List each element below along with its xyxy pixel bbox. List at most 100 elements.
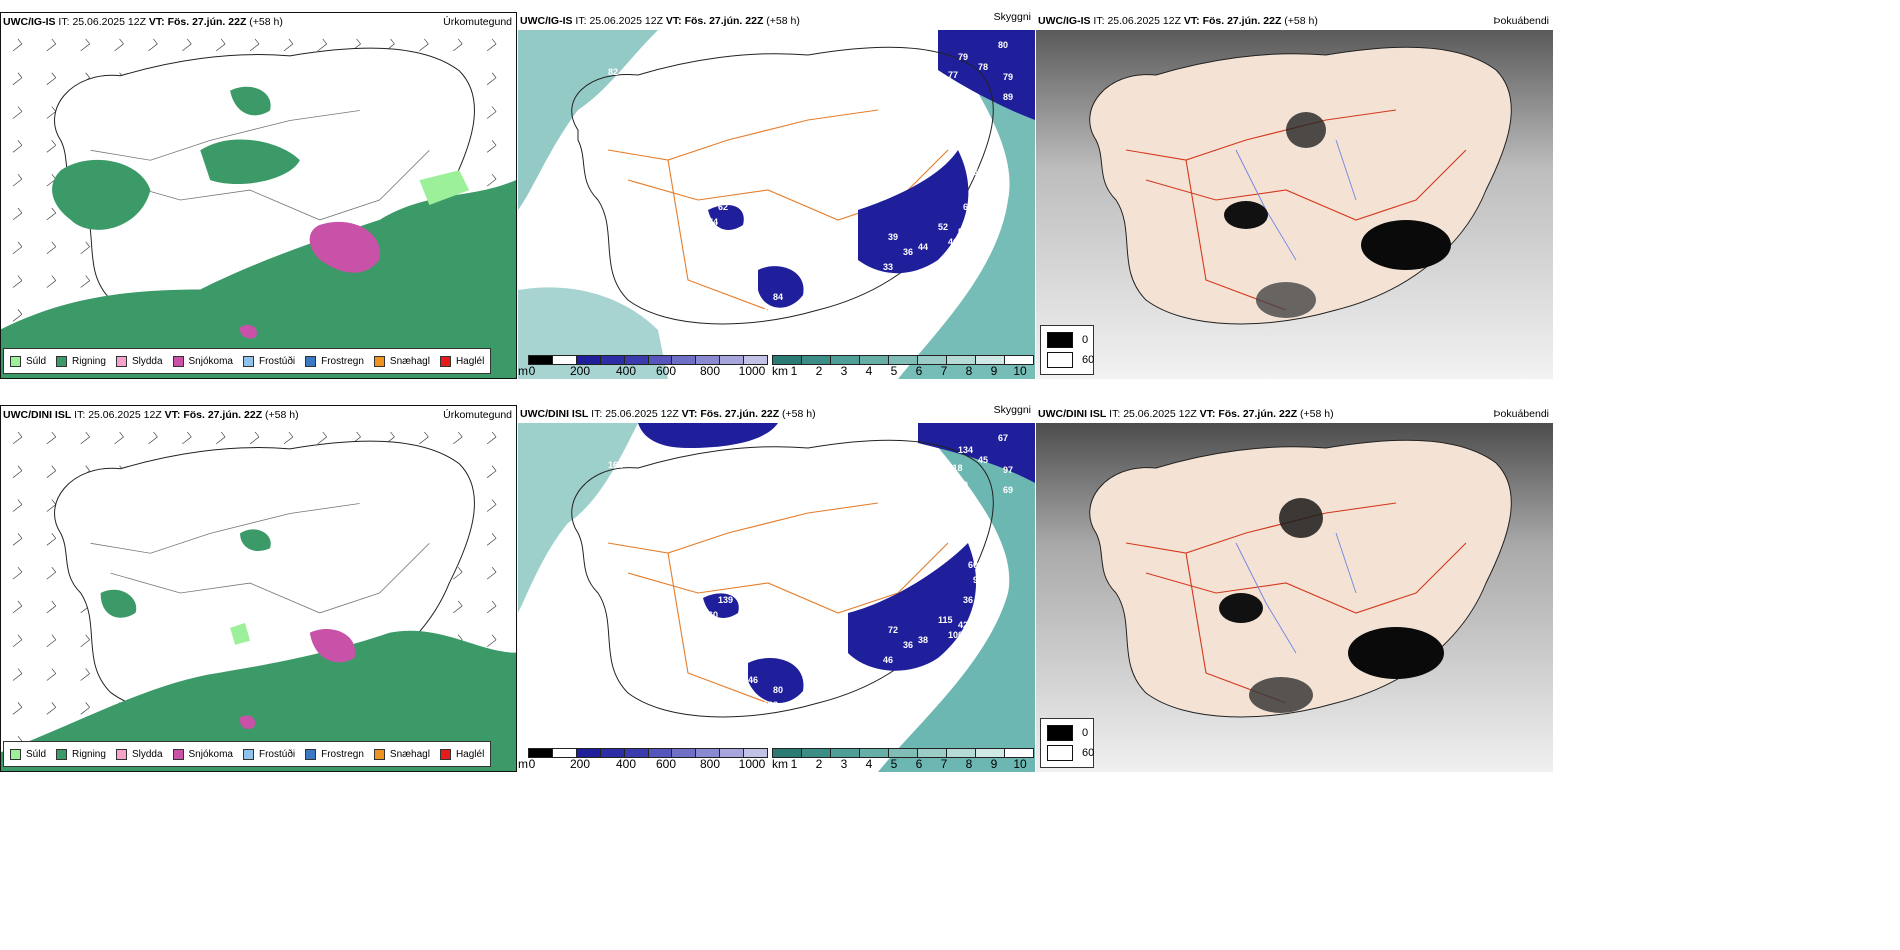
wind-barb bbox=[486, 600, 497, 614]
legend-swatch bbox=[373, 355, 385, 367]
visibility-field-east bbox=[878, 423, 1035, 772]
fog-index-legend: 0 60 bbox=[1040, 718, 1094, 768]
colorbar-unit: km bbox=[772, 364, 788, 378]
cloud-base-label: 80 bbox=[773, 685, 783, 695]
vt-label: VT: Fös. 27.jún. 22Z bbox=[665, 15, 764, 27]
wind-barb bbox=[46, 465, 57, 478]
legend-item: Súld bbox=[10, 355, 46, 367]
vt-label: VT: Fös. 27.jún. 22Z bbox=[1199, 408, 1298, 420]
cloud-base-label: 134 bbox=[958, 445, 973, 455]
cloud-base-label: 80 bbox=[998, 40, 1008, 50]
wind-barb bbox=[12, 499, 23, 512]
wind-barb bbox=[46, 38, 57, 52]
it-label: IT: bbox=[58, 16, 70, 28]
wind-barb bbox=[12, 566, 23, 580]
wind-barb bbox=[453, 431, 463, 445]
fog-zone-south bbox=[1249, 677, 1313, 713]
colorbar-tick: 10 bbox=[1013, 757, 1027, 771]
wind-barb bbox=[12, 140, 23, 153]
wind-barb bbox=[283, 431, 294, 445]
visibility-swatches bbox=[772, 748, 1034, 758]
legend-swatch bbox=[373, 748, 385, 760]
cloud-base-label: 60 bbox=[763, 307, 773, 317]
it-value: 25.06.2025 12Z bbox=[88, 409, 162, 421]
cloud-base-label: 38 bbox=[918, 635, 928, 645]
wind-barb bbox=[46, 106, 57, 119]
wind-barb bbox=[12, 600, 23, 614]
rain-area-central bbox=[240, 529, 271, 551]
precip-map-svg bbox=[1, 31, 516, 378]
wind-barb bbox=[317, 431, 328, 445]
it-label: IT: bbox=[74, 409, 86, 421]
legend-label: Snæhagl bbox=[389, 355, 430, 367]
colorbar-tick: 1000 bbox=[738, 364, 766, 378]
cloud-base-label: 62 bbox=[693, 227, 703, 237]
fog-index-legend: 0 60 bbox=[1040, 325, 1094, 375]
wind-barb bbox=[80, 668, 90, 681]
cloud-base-label: 52 bbox=[938, 222, 948, 232]
wind-barb bbox=[46, 668, 57, 681]
panel-header: UWC/IG-IS IT: 25.06.2025 12Z VT: Fös. 27… bbox=[518, 12, 1035, 30]
road-lines bbox=[90, 503, 430, 614]
colorbar-tick: 0 bbox=[528, 757, 536, 771]
model-name: UWC/IG-IS bbox=[1038, 15, 1091, 27]
wind-barb bbox=[80, 38, 90, 52]
cloud-base-label: 36 bbox=[963, 595, 973, 605]
visibility-map: 108 107 99 79 80 78 77 79 75 89 82 85 62 74 62 28 39 36 44… bbox=[518, 30, 1035, 379]
product-title: Úrkomutegund bbox=[443, 409, 512, 421]
panel-fog-index-row2: UWC/DINI ISL IT: 25.06.2025 12Z VT: Fös.… bbox=[1036, 405, 1553, 772]
wind-barb bbox=[12, 702, 23, 715]
legend-label: Frostúði bbox=[258, 355, 296, 367]
legend-swatch bbox=[1047, 352, 1073, 368]
model-name: UWC/DINI ISL bbox=[520, 408, 589, 420]
fog-map-svg bbox=[1036, 30, 1553, 379]
low-cloud-east bbox=[848, 543, 977, 671]
legend-swatch bbox=[439, 355, 451, 367]
low-cloud-ne bbox=[918, 423, 1035, 483]
cloud-base-label: 28 bbox=[778, 207, 788, 217]
wind-barb bbox=[80, 634, 90, 647]
wind-barb bbox=[12, 173, 23, 187]
legend-label: Slydda bbox=[131, 355, 163, 367]
wind-barb bbox=[46, 702, 57, 715]
drizzle-area bbox=[230, 622, 251, 645]
cloud-base-label: 36 bbox=[903, 247, 913, 257]
cloud-base-label: 36 bbox=[903, 640, 913, 650]
colorbar-ticks: 1 2 3 4 5 6 7 8 9 10 bbox=[772, 364, 1034, 378]
colorbar-tick: 1 bbox=[790, 364, 798, 378]
it-value: 25.06.2025 12Z bbox=[72, 16, 146, 28]
wind-barb bbox=[419, 431, 429, 445]
low-cloud-east bbox=[858, 150, 969, 274]
fog-map-svg bbox=[1036, 423, 1553, 772]
vt-label: VT: Fös. 27.jún. 22Z bbox=[1183, 15, 1282, 27]
wind-barb bbox=[486, 465, 497, 478]
fog-index-map bbox=[1036, 30, 1553, 379]
panel-header: UWC/DINI ISL IT: 25.06.2025 12Z VT: Fös.… bbox=[1036, 405, 1553, 423]
cloud-base-label: 164 bbox=[608, 460, 623, 470]
colorbar-tick: 7 bbox=[940, 757, 948, 771]
wind-barb bbox=[12, 533, 23, 546]
colorbar-tick: 600 bbox=[655, 364, 677, 378]
cloud-base-label: 70 bbox=[748, 282, 758, 292]
legend-swatch bbox=[1047, 725, 1073, 741]
wind-barb bbox=[486, 106, 497, 119]
colorbar-tick: 1 bbox=[790, 757, 798, 771]
wind-barb bbox=[12, 431, 23, 445]
panel-header: UWC/DINI ISL IT: 25.06.2025 12Z VT: Fös.… bbox=[518, 405, 1035, 423]
colorbar-tick: 800 bbox=[699, 757, 721, 771]
legend-label: Snæhagl bbox=[389, 748, 430, 760]
wind-barb bbox=[486, 72, 497, 85]
wind-barb bbox=[453, 38, 463, 52]
wind-barb bbox=[283, 38, 294, 52]
wind-barb bbox=[486, 38, 497, 52]
cloud-base-label: 95 bbox=[973, 575, 983, 585]
cloud-base-label: 44 bbox=[918, 242, 928, 252]
wind-barb bbox=[46, 275, 57, 288]
wind-barb bbox=[80, 431, 90, 445]
cloud-base-label: 99 bbox=[848, 34, 858, 44]
cloud-base-label: 50 bbox=[958, 227, 968, 237]
wind-barb bbox=[114, 38, 124, 52]
it-value: 25.06.2025 12Z bbox=[1107, 15, 1181, 27]
wind-barb bbox=[12, 668, 23, 681]
